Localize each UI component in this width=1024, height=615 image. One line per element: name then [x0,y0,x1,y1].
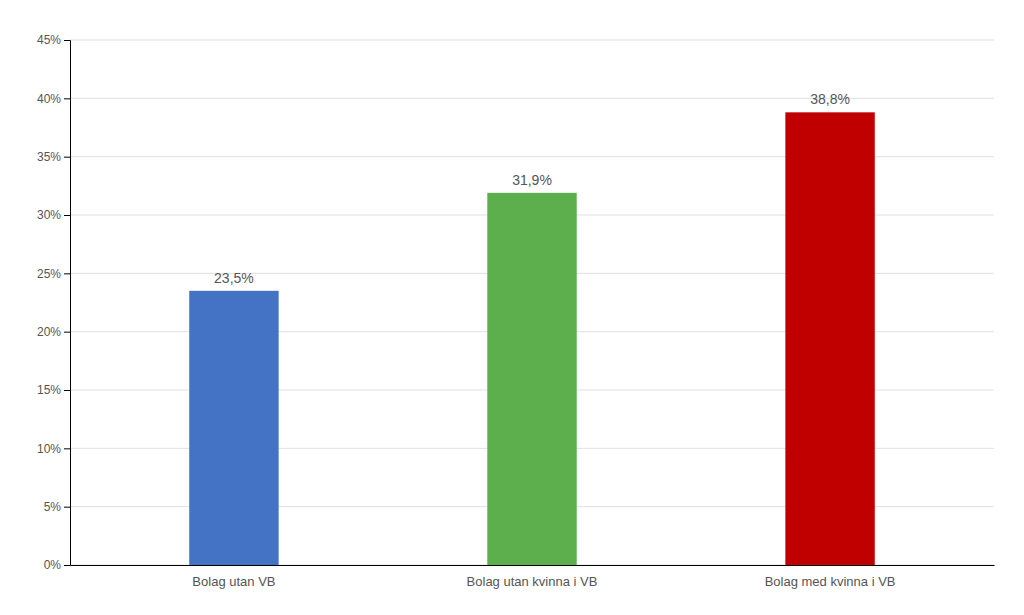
y-tick-label: 5% [44,500,62,514]
y-tick-mark [64,390,70,391]
y-tick-label: 15% [37,383,61,397]
y-tick-mark [64,157,70,158]
y-tick-label: 40% [37,92,61,106]
y-tick-mark [64,98,70,99]
y-tick: 30% [37,208,70,222]
x-tick-label: Bolag utan kvinna i VB [467,574,598,589]
grid-line [70,98,994,99]
x-tick-label: Bolag utan VB [192,574,275,589]
y-tick: 20% [37,325,70,339]
y-tick-label: 30% [37,208,61,222]
y-tick-mark [64,565,70,566]
y-tick: 5% [44,500,70,514]
data-label: 23,5% [214,270,254,286]
y-tick-mark [64,448,70,449]
y-tick: 15% [37,383,70,397]
y-tick: 35% [37,150,70,164]
bar [487,193,576,565]
data-label: 31,9% [512,172,552,188]
x-tick-label: Bolag med kvinna i VB [765,574,896,589]
y-tick-label: 35% [37,150,61,164]
grid-line [70,40,994,41]
y-tick-mark [64,273,70,274]
y-tick: 0% [44,558,70,572]
bar [189,291,278,565]
x-tick: Bolag med kvinna i VB [765,574,896,589]
x-axis: Bolag utan VB Bolag utan kvinna i VB Bolag… [71,566,995,590]
y-tick: 10% [37,442,70,456]
y-axis-line [64,41,71,566]
y-tick: 40% [37,92,70,106]
y-tick-label: 25% [37,267,61,281]
y-tick-mark [64,215,70,216]
y-tick-label: 20% [37,325,61,339]
data-label: 38,8% [810,91,850,107]
y-tick-label: 45% [37,33,61,47]
y-tick-mark [64,40,70,41]
y-tick: 25% [37,267,70,281]
bar [785,112,874,565]
plot-area: 0% 5% 10% 15% 20% 25% 30% 35% 40% 45% Bolag utan V… [37,33,995,589]
x-tick: Bolag utan kvinna i VB [467,574,598,589]
data-labels: 23,5% 31,9% 38,8% [214,91,850,286]
y-axis: 0% 5% 10% 15% 20% 25% 30% 35% 40% 45% [37,33,71,572]
y-tick-mark [64,507,70,508]
x-tick: Bolag utan VB [192,574,275,589]
x-axis-line [71,565,995,566]
y-tick-label: 0% [44,558,62,572]
y-tick: 45% [37,33,70,47]
bars [189,112,875,565]
y-tick-label: 10% [37,442,61,456]
y-tick-mark [64,332,70,333]
chart-svg: 0% 5% 10% 15% 20% 25% 30% 35% 40% 45% Bolag utan V… [0,0,1024,615]
grid [70,40,994,565]
